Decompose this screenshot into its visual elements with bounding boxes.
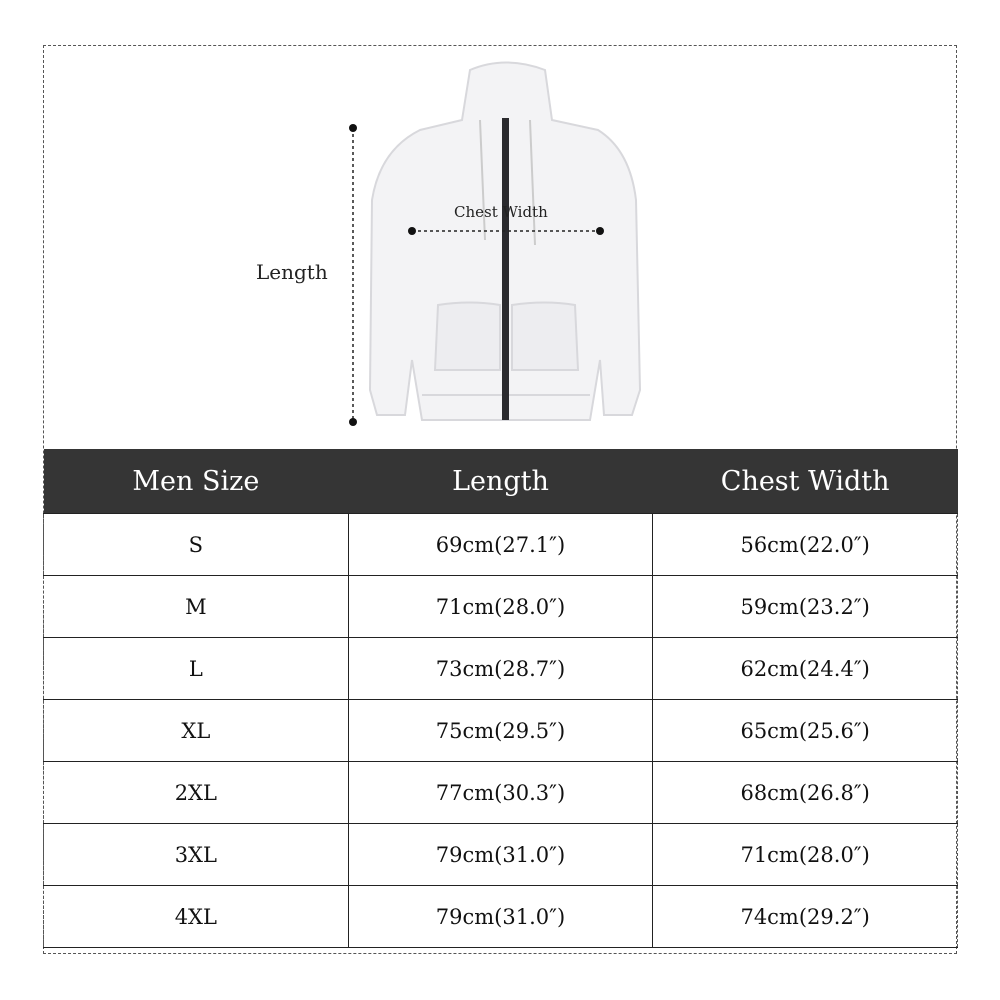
length-label: Length — [256, 260, 328, 284]
size-table: Men Size Length Chest Width S 69cm(27.1″)… — [43, 449, 958, 948]
cell-length: 73cm(28.7″) — [347, 637, 654, 700]
cell-length: 77cm(30.3″) — [347, 761, 654, 824]
table-row: M 71cm(28.0″) 59cm(23.2″) — [43, 575, 958, 638]
cell-chest-width: 59cm(23.2″) — [652, 575, 958, 638]
cell-size: M — [43, 575, 349, 638]
header-men-size: Men Size — [43, 449, 349, 514]
cell-chest-width: 56cm(22.0″) — [652, 513, 958, 576]
cell-chest-width: 74cm(29.2″) — [652, 885, 958, 948]
header-length: Length — [348, 449, 653, 514]
cell-length: 71cm(28.0″) — [347, 575, 654, 638]
cell-chest-width: 68cm(26.8″) — [652, 761, 958, 824]
cell-length: 79cm(31.0″) — [347, 823, 654, 886]
cell-size: XL — [43, 699, 349, 762]
cell-size: 3XL — [43, 823, 349, 886]
table-row: S 69cm(27.1″) 56cm(22.0″) — [43, 513, 958, 576]
table-row: 2XL 77cm(30.3″) 68cm(26.8″) — [43, 761, 958, 824]
cell-length: 79cm(31.0″) — [347, 885, 654, 948]
cell-size: 4XL — [43, 885, 349, 948]
cell-size: L — [43, 637, 349, 700]
table-row: L 73cm(28.7″) 62cm(24.4″) — [43, 637, 958, 700]
table-row: 3XL 79cm(31.0″) 71cm(28.0″) — [43, 823, 958, 886]
cell-size: 2XL — [43, 761, 349, 824]
table-row: 4XL 79cm(31.0″) 74cm(29.2″) — [43, 885, 958, 948]
cell-length: 69cm(27.1″) — [347, 513, 654, 576]
cell-chest-width: 71cm(28.0″) — [652, 823, 958, 886]
table-header-row: Men Size Length Chest Width — [43, 449, 958, 514]
header-chest-width: Chest Width — [652, 449, 958, 514]
chest-width-label: Chest Width — [454, 203, 548, 221]
cell-length: 75cm(29.5″) — [347, 699, 654, 762]
cell-chest-width: 65cm(25.6″) — [652, 699, 958, 762]
table-row: XL 75cm(29.5″) 65cm(25.6″) — [43, 699, 958, 762]
cell-chest-width: 62cm(24.4″) — [652, 637, 958, 700]
cell-size: S — [43, 513, 349, 576]
hoodie-image — [349, 61, 642, 426]
hoodie-illustration: Length Chest Width — [0, 0, 1000, 449]
